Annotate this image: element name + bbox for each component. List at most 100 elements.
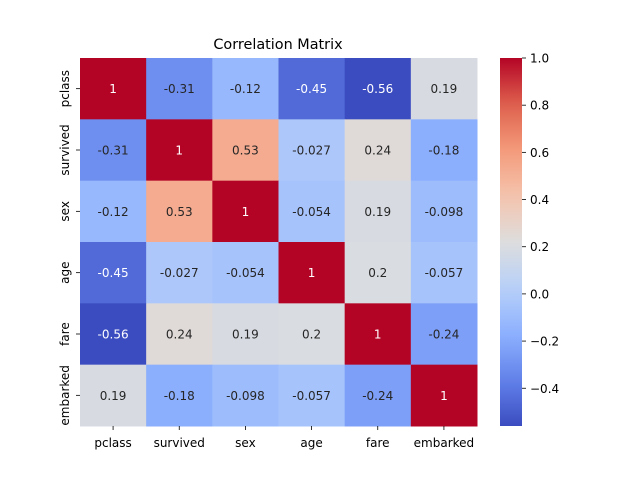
y-tick-label: age	[58, 261, 72, 283]
heatmap-cell	[344, 119, 412, 182]
heatmap-cell	[80, 303, 147, 366]
cell-value-label: -0.098	[226, 389, 265, 403]
colorbar-tick-label: 0.8	[530, 99, 549, 113]
colorbar-tick-label: 0.4	[530, 193, 549, 207]
x-axis: pclass survived sex age fare embarked	[94, 426, 474, 450]
heatmap-cell	[146, 119, 213, 182]
y-tick-label: fare	[58, 322, 72, 346]
heatmap-cell	[410, 119, 478, 182]
x-tick-label: sex	[235, 436, 256, 450]
cell-value-label: -0.027	[292, 144, 331, 158]
cell-value-label: 0.19	[100, 389, 127, 403]
colorbar-tick-label: −0.2	[530, 335, 559, 349]
cell-value-label: 1	[308, 266, 316, 280]
heatmap-cells: 1 -0.31 -0.12 -0.45 -0.56 0.19 -0.31 1 0.53 -0.02…	[80, 58, 478, 427]
heatmap-cell	[80, 180, 147, 243]
heatmap-cell	[80, 242, 147, 304]
colorbar-tick-label: 0.0	[530, 287, 549, 301]
cell-value-label: -0.56	[98, 328, 129, 342]
colorbar-tick-label: −0.4	[530, 382, 559, 396]
cell-value-label: -0.18	[428, 144, 459, 158]
x-tick-label: fare	[366, 436, 390, 450]
heatmap-cell	[146, 58, 213, 120]
cell-value-label: -0.56	[362, 82, 393, 96]
cell-value-label: 0.53	[232, 144, 259, 158]
heatmap-cell	[212, 180, 279, 243]
heatmap-cell	[146, 180, 213, 243]
cell-value-label: -0.24	[362, 389, 393, 403]
cell-value-label: 1	[242, 205, 250, 219]
cell-value-label: -0.18	[164, 389, 195, 403]
cell-value-label: 1	[109, 82, 117, 96]
heatmap-cell	[344, 180, 412, 243]
colorbar-tick-label: 0.2	[530, 240, 549, 254]
heatmap-cell	[212, 303, 279, 366]
cell-value-label: -0.31	[164, 82, 195, 96]
heatmap-cell	[410, 242, 478, 304]
colorbar: 1.0 0.8 0.6 0.4 0.2 0.0 −0.2 −0.4	[500, 52, 559, 426]
cell-value-label: -0.054	[226, 266, 265, 280]
cell-value-label: 0.19	[431, 82, 458, 96]
cell-value-label: -0.12	[98, 205, 129, 219]
cell-value-label: 0.24	[364, 144, 391, 158]
y-tick-label: survived	[58, 124, 72, 175]
heatmap-cell	[278, 58, 346, 120]
cell-value-label: 0.2	[302, 328, 321, 342]
heatmap-cell	[278, 119, 346, 182]
x-tick-label: pclass	[94, 436, 131, 450]
x-tick-label: survived	[154, 436, 205, 450]
heatmap-cell	[410, 180, 478, 243]
cell-value-label: 0.24	[166, 328, 193, 342]
cell-value-label: 1	[175, 144, 183, 158]
heatmap-cell	[344, 364, 412, 427]
cell-value-label: 0.19	[232, 328, 259, 342]
cell-value-label: -0.027	[160, 266, 199, 280]
x-tick-label: embarked	[414, 436, 475, 450]
heatmap-cell	[410, 58, 478, 120]
heatmap-cell	[278, 303, 346, 366]
heatmap-cell	[212, 58, 279, 120]
y-tick-label: pclass	[58, 70, 72, 107]
cell-value-label: -0.12	[230, 82, 261, 96]
cell-value-label: -0.057	[425, 266, 464, 280]
cell-value-label: -0.45	[98, 266, 129, 280]
cell-value-label: -0.057	[292, 389, 331, 403]
heatmap-cell	[278, 180, 346, 243]
y-axis: pclass survived sex age fare embarked	[58, 70, 80, 426]
x-tick-label: age	[300, 436, 322, 450]
heatmap-cell	[410, 303, 478, 366]
heatmap-cell	[212, 119, 279, 182]
heatmap-cell	[80, 119, 147, 182]
cell-value-label: -0.24	[428, 328, 459, 342]
heatmap-cell	[146, 364, 213, 427]
heatmap-cell	[344, 242, 412, 304]
y-tick-label: sex	[58, 201, 72, 222]
heatmap-cell	[212, 242, 279, 304]
cell-value-label: 1	[374, 328, 382, 342]
colorbar-ticks: 1.0 0.8 0.6 0.4 0.2 0.0 −0.2 −0.4	[522, 52, 559, 396]
heatmap-cell	[278, 242, 346, 304]
y-tick-label: embarked	[58, 365, 72, 426]
cell-value-label: 1	[440, 389, 448, 403]
colorbar-tick-label: 1.0	[530, 52, 549, 66]
heatmap-cell	[80, 364, 147, 427]
colorbar-gradient	[500, 58, 522, 426]
heatmap-cell	[146, 242, 213, 304]
cell-value-label: -0.31	[98, 144, 129, 158]
cell-value-label: 0.19	[364, 205, 391, 219]
heatmap-cell	[80, 58, 147, 120]
chart-title: Correlation Matrix	[213, 37, 343, 53]
heatmap-cell	[278, 364, 346, 427]
heatmap-cell	[344, 58, 412, 120]
cell-value-label: 0.53	[166, 205, 193, 219]
heatmap-cell	[146, 303, 213, 366]
cell-value-label: -0.45	[296, 82, 327, 96]
cell-value-label: -0.054	[292, 205, 331, 219]
heatmap-cell	[410, 364, 478, 427]
cell-value-label: 0.2	[368, 266, 387, 280]
colorbar-tick-label: 0.6	[530, 146, 549, 160]
cell-value-label: -0.098	[425, 205, 464, 219]
heatmap-cell	[212, 364, 279, 427]
heatmap-cell	[344, 303, 412, 366]
